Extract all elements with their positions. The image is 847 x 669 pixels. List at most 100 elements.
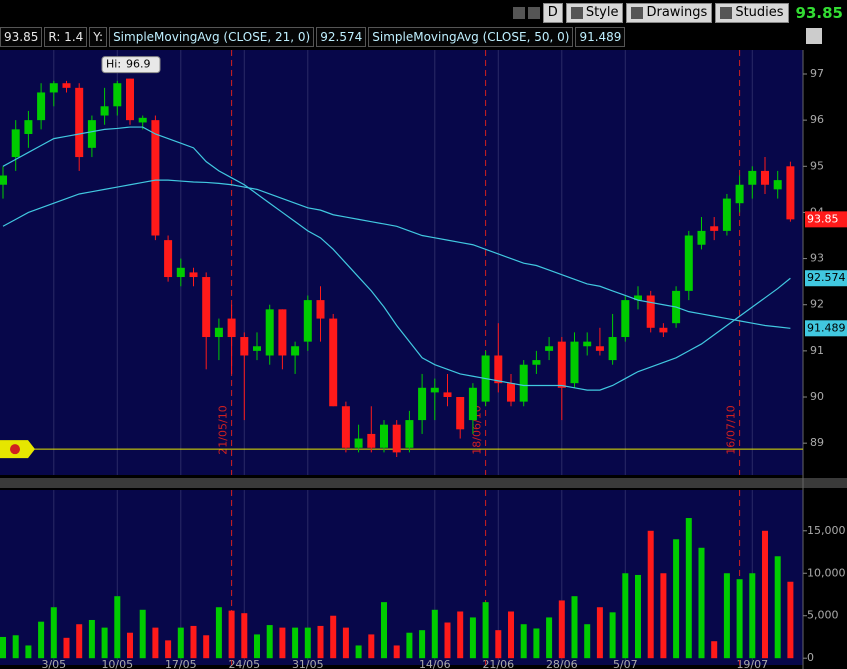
button-label: Drawings xyxy=(646,5,708,20)
volume-bar xyxy=(660,573,667,659)
candle-body xyxy=(240,337,249,356)
candle-body xyxy=(113,83,122,107)
volume-bar xyxy=(749,573,756,659)
status-bar: 93.85 R: 1.4 Y: SimpleMovingAvg (CLOSE, … xyxy=(0,27,626,47)
candle-body xyxy=(87,120,96,148)
candle-body xyxy=(75,87,84,158)
volume-bar xyxy=(342,627,349,659)
candle-body xyxy=(557,341,566,388)
volume-bar xyxy=(139,609,146,659)
volume-bar xyxy=(63,637,70,659)
volume-bar xyxy=(406,632,413,659)
volume-bar xyxy=(304,627,311,659)
study-value: 91.489 xyxy=(575,27,626,47)
volume-bar xyxy=(685,518,692,659)
volume-bar xyxy=(457,611,464,659)
candle-body xyxy=(49,83,58,93)
volume-bar xyxy=(698,547,705,659)
volume-bar xyxy=(774,556,781,659)
candle-body xyxy=(0,175,7,185)
status-ratio: R: 1.4 xyxy=(44,27,88,47)
last-price: 93.85 xyxy=(795,4,843,22)
candle-body xyxy=(443,392,452,398)
candle-body xyxy=(519,364,528,402)
volume-bar xyxy=(571,596,578,659)
candle-body xyxy=(684,235,693,291)
volume-bar xyxy=(292,627,299,659)
y-tick-label: 97 xyxy=(810,67,824,80)
candle-body xyxy=(621,300,630,338)
candle-body xyxy=(545,346,554,351)
volume-bar xyxy=(546,617,553,659)
volume-bar xyxy=(190,625,197,659)
candle-body xyxy=(303,300,312,342)
candle-body xyxy=(367,433,376,448)
volume-bar xyxy=(101,627,108,659)
tool-icon[interactable] xyxy=(512,7,525,19)
panel-icon[interactable] xyxy=(806,28,822,44)
ma-line xyxy=(2,126,791,391)
candle-body xyxy=(786,166,795,220)
volume-bar xyxy=(584,624,591,659)
candle-body xyxy=(202,277,211,338)
volume-bar xyxy=(673,539,680,659)
volume-bar xyxy=(711,641,718,659)
alert-close[interactable] xyxy=(10,444,20,455)
volume-bar xyxy=(152,627,159,659)
x-tick-label: 19/07 xyxy=(736,658,768,669)
volume-bar xyxy=(609,612,616,659)
volume-bar xyxy=(0,636,6,659)
volume-bar xyxy=(635,574,641,659)
volume-bar xyxy=(266,625,273,659)
candle-body xyxy=(697,230,706,245)
y-tick-label: 90 xyxy=(810,390,824,403)
period-button[interactable]: D xyxy=(542,3,563,23)
candle-body xyxy=(265,309,274,356)
volume-bar xyxy=(622,573,629,659)
y-tick-label: 96 xyxy=(810,113,824,126)
y-tick-label: 92 xyxy=(810,298,824,311)
candle-body xyxy=(468,387,477,421)
volume-bar xyxy=(279,627,286,659)
volume-bar xyxy=(215,607,222,659)
button-label: Studies xyxy=(735,5,784,20)
candle-body xyxy=(100,106,109,116)
volume-bar xyxy=(444,622,451,659)
candle-body xyxy=(646,295,655,328)
volume-bar xyxy=(330,615,337,659)
x-tick-label: 10/05 xyxy=(101,658,133,669)
ma-line xyxy=(2,179,791,329)
volume-bar xyxy=(723,573,730,659)
price-tag-label: 91.489 xyxy=(807,321,846,334)
candle-body xyxy=(570,341,579,384)
studies-button[interactable]: Studies xyxy=(715,3,789,23)
volume-bar xyxy=(419,630,426,659)
hi-value: 96.9 xyxy=(126,58,151,71)
price-tag xyxy=(805,320,847,337)
volume-bar xyxy=(469,617,476,659)
toolbar: D Style Drawings Studies 93.85 xyxy=(512,2,843,24)
x-tick-label: 17/05 xyxy=(165,658,197,669)
volume-bar xyxy=(762,530,768,659)
candle-body xyxy=(634,295,642,301)
candle-body xyxy=(253,346,261,351)
volume-bar xyxy=(38,621,45,659)
volume-bar xyxy=(736,579,743,659)
volume-bar xyxy=(647,530,654,659)
candle-body xyxy=(214,327,223,338)
volume-bar xyxy=(177,627,184,659)
tool-icon[interactable] xyxy=(527,7,540,19)
drawings-button[interactable]: Drawings xyxy=(626,3,713,23)
y-tick-label: 91 xyxy=(810,344,824,357)
candle-body xyxy=(164,240,173,278)
candle-body xyxy=(735,184,744,204)
volume-panel xyxy=(0,490,803,665)
volume-bar xyxy=(203,635,210,659)
candle-body xyxy=(151,120,160,236)
x-tick-label: 14/06 xyxy=(419,658,451,669)
style-button[interactable]: Style xyxy=(565,3,624,23)
candle-body xyxy=(354,438,363,448)
candle-body xyxy=(62,83,71,88)
price-tag-label: 92.574 xyxy=(807,271,846,284)
